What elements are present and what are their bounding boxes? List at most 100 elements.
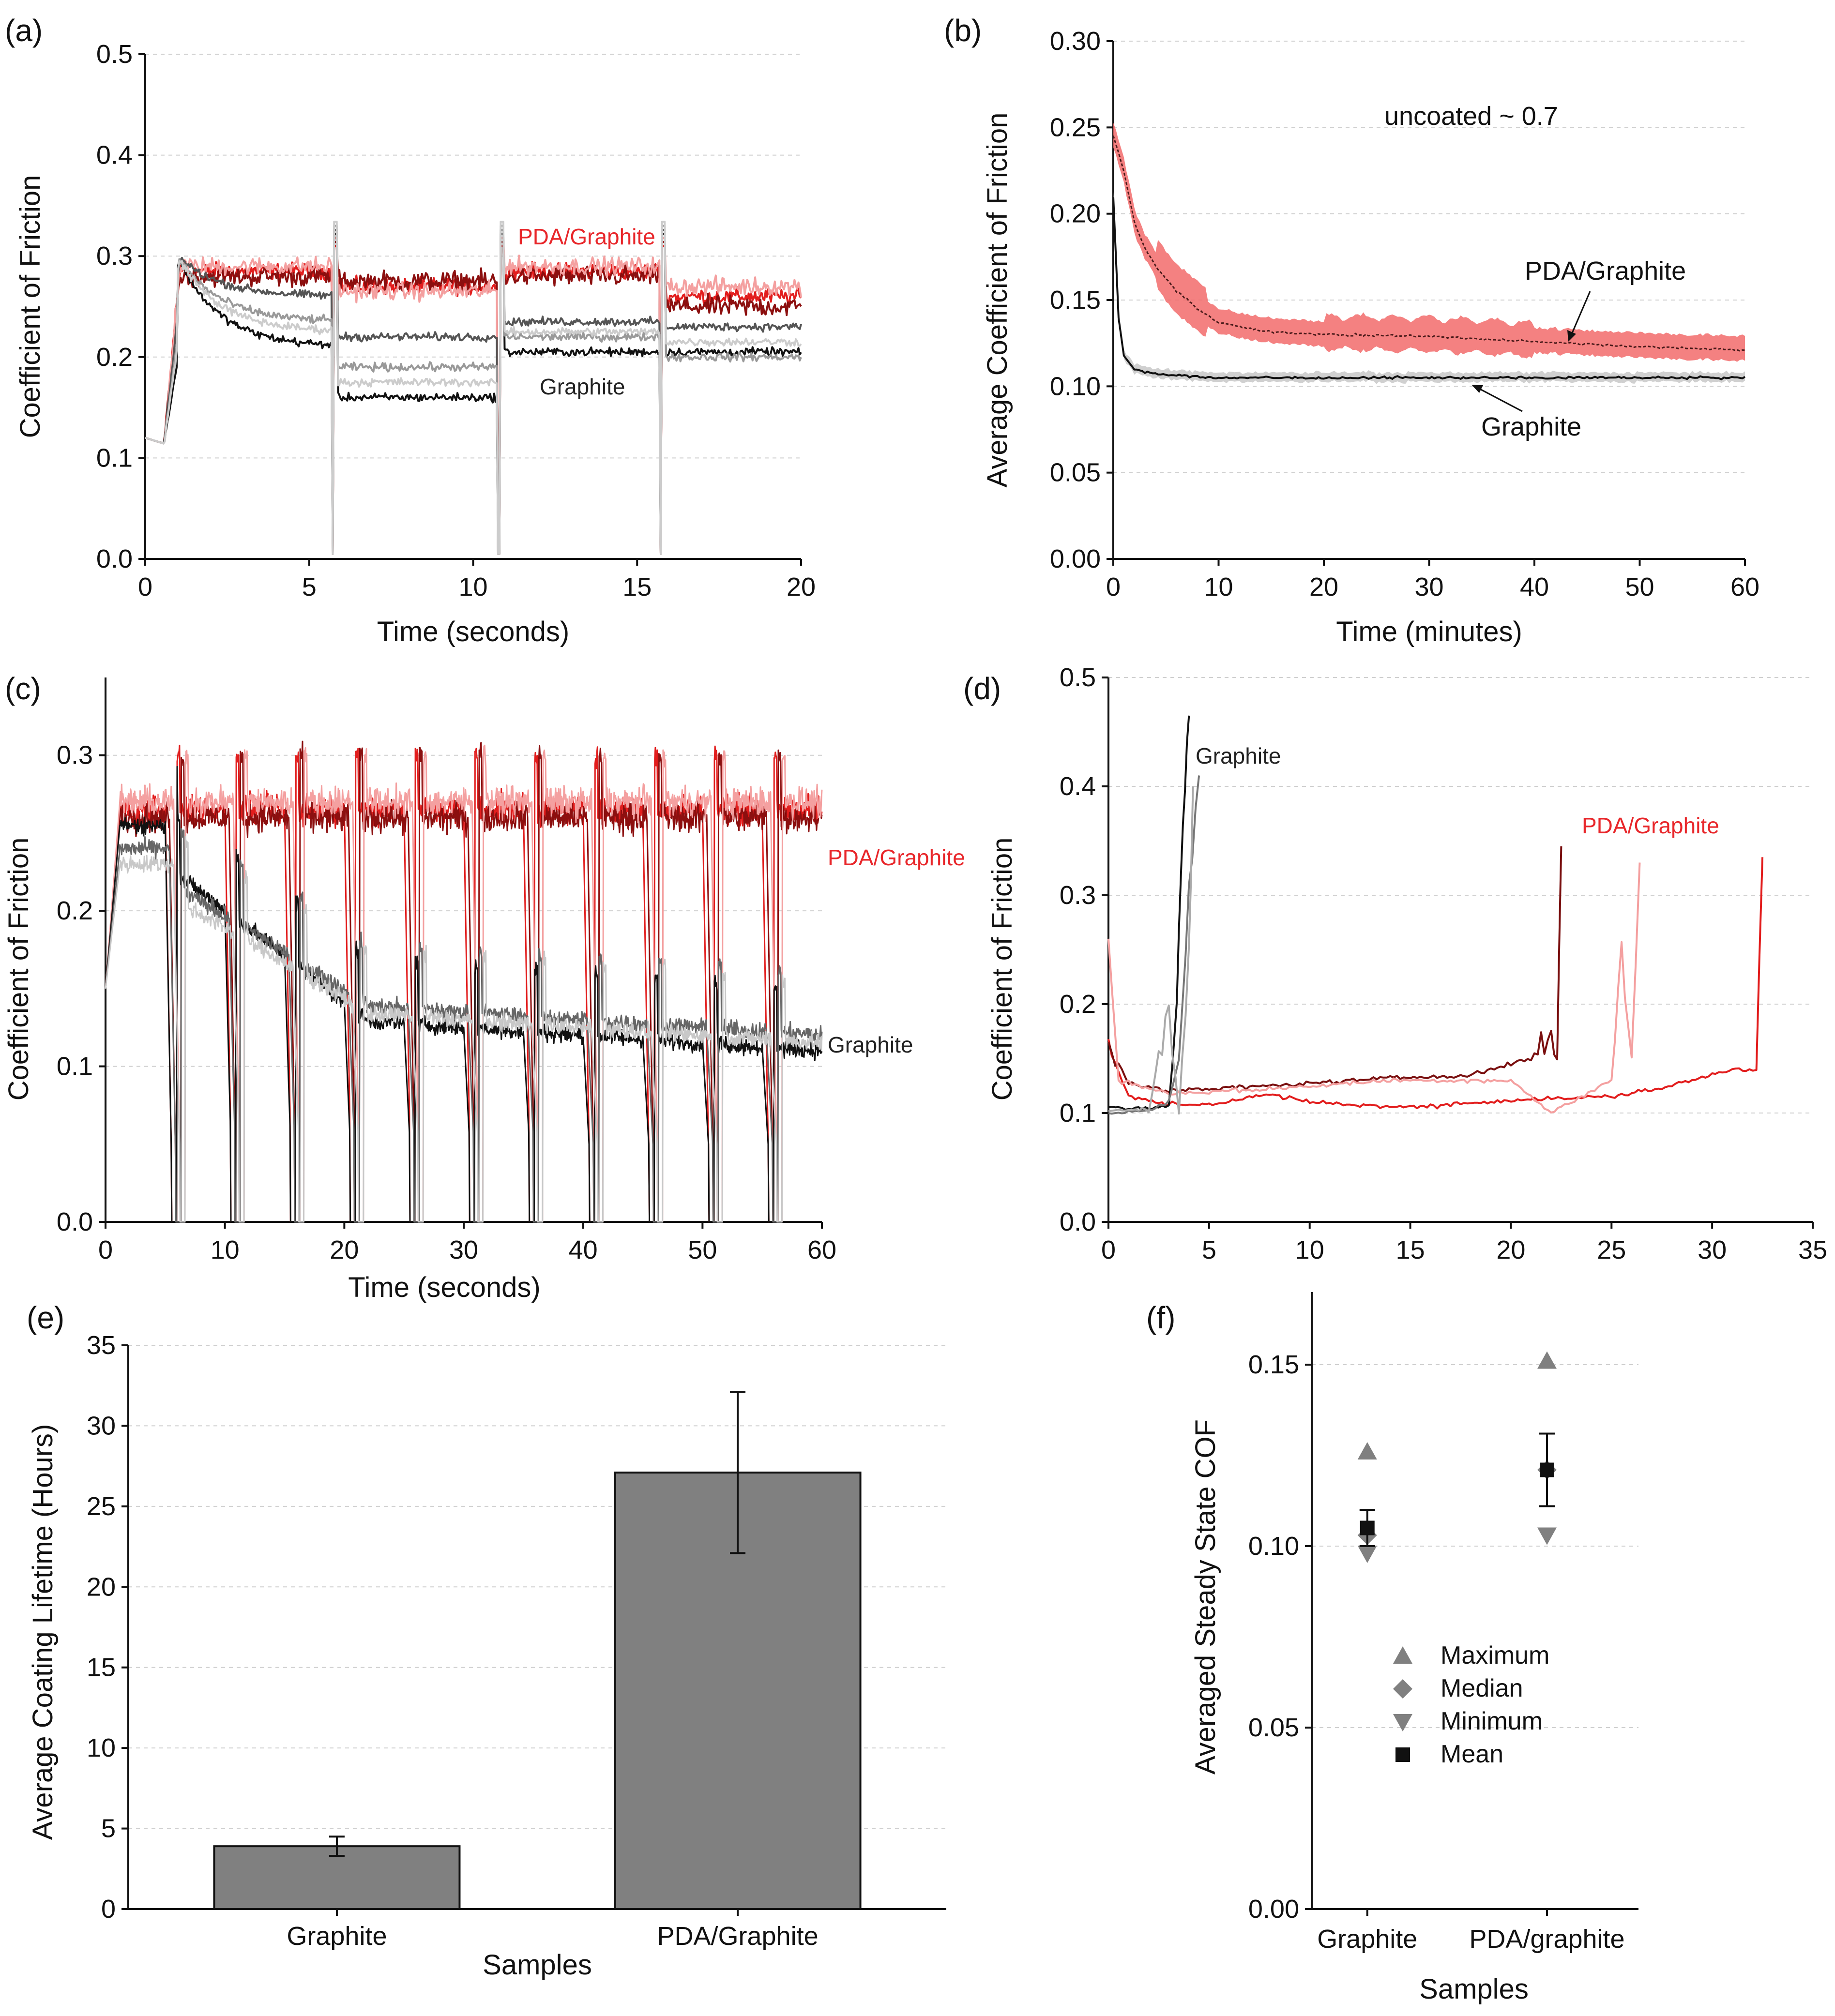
y-tick-label: 0.5: [1060, 663, 1096, 692]
x-tick-label: 20: [1496, 1235, 1525, 1264]
panel-b: (b) 0.00 0.05 0.10 0.15 0.20 0.25 0.30 0 10 20 30 40…: [944, 13, 1759, 647]
series-line: [1112, 135, 1745, 352]
y-tick-label: 0.00: [1050, 544, 1101, 573]
y-tick-label: 0.0: [57, 1207, 93, 1236]
legend-label-maximum: Maximum: [1441, 1641, 1549, 1670]
x-tick-label: 20: [787, 572, 816, 602]
marker-mean: [1540, 1462, 1554, 1477]
y-axis-title: Averaged Steady State COF: [1190, 1419, 1221, 1775]
legend-marker-minimum: [1393, 1714, 1412, 1731]
x-axis-title: Time (seconds): [348, 1272, 541, 1303]
panel-e: (e) 0 5 10 15 20 25 30 35 Graphite PDA/Graphite Ave…: [27, 1300, 946, 1981]
x-tick-label: 0: [138, 572, 152, 602]
annotation-uncoated: uncoated ~ 0.7: [1384, 102, 1558, 131]
series-line: [145, 221, 802, 555]
x-tick-label: 0: [1101, 1235, 1116, 1264]
y-tick-label: 0.0: [1060, 1207, 1096, 1236]
y-axis-title: Coefficient of Friction: [3, 838, 34, 1101]
legend-marker-median: [1393, 1679, 1412, 1699]
y-tick-label: 0: [101, 1895, 116, 1924]
x-tick-label: 40: [569, 1235, 598, 1264]
x-axis-title: Samples: [1419, 1973, 1529, 2005]
y-tick-label: 35: [87, 1331, 116, 1360]
x-tick-label: 25: [1597, 1235, 1626, 1264]
y-tick-label: 0.1: [1060, 1098, 1096, 1128]
legend-marker-maximum: [1393, 1646, 1412, 1664]
x-tick-label: 5: [302, 572, 317, 602]
annotation-graphite: Graphite: [1196, 743, 1281, 768]
series-line: [145, 229, 802, 555]
y-tick-label: 0.3: [1060, 881, 1096, 910]
y-tick-label: 5: [101, 1814, 116, 1843]
marker-minimum: [1537, 1527, 1557, 1545]
marker-minimum: [1357, 1546, 1377, 1563]
x-tick-label: 30: [1414, 572, 1443, 602]
y-tick-label: 0.05: [1050, 458, 1101, 487]
arrow-pda-line: [1570, 291, 1591, 337]
arrow-pda-head: [1567, 330, 1576, 342]
x-tick-label: 40: [1520, 572, 1549, 602]
y-tick-label: 0.1: [57, 1052, 93, 1081]
marker-maximum: [1537, 1351, 1557, 1369]
x-axis-title: Time (minutes): [1336, 616, 1522, 647]
y-axis-title: Coefficient of Friction: [986, 838, 1018, 1101]
y-tick-label: 10: [87, 1733, 116, 1762]
x-tick-label: 60: [1730, 572, 1759, 602]
y-tick-label: 0.05: [1248, 1713, 1299, 1742]
x-tick-label: 15: [1396, 1235, 1425, 1264]
y-tick-label: 15: [87, 1653, 116, 1682]
x-tick-label: 5: [1202, 1235, 1216, 1264]
annotation-graphite: Graphite: [540, 374, 625, 399]
y-tick-label: 30: [87, 1411, 116, 1440]
annotation-pda-graphite: PDA/Graphite: [518, 224, 655, 249]
x-tick-label: PDA/graphite: [1469, 1925, 1624, 1954]
panel-e-label: (e): [27, 1300, 64, 1335]
series-line: [1107, 857, 1764, 1110]
annotation-pda-graphite: PDA/Graphite: [1582, 813, 1719, 838]
series-line: [105, 836, 823, 1223]
x-tick-label: 50: [1625, 572, 1654, 602]
panel-c-label: (c): [5, 671, 41, 706]
series-line: [1112, 197, 1745, 381]
y-tick-label: 0.10: [1248, 1532, 1299, 1561]
x-tick-label: 20: [330, 1235, 359, 1264]
arrow-graphite-line: [1476, 386, 1523, 412]
legend-label-median: Median: [1441, 1674, 1523, 1702]
marker-mean: [1360, 1520, 1375, 1535]
annotation-graphite: Graphite: [828, 1032, 913, 1057]
x-tick-label: 35: [1798, 1235, 1827, 1264]
y-axis-title: Average Coating Lifetime (Hours): [27, 1424, 59, 1840]
x-tick-label: 30: [449, 1235, 478, 1264]
legend-label-minimum: Minimum: [1441, 1707, 1543, 1735]
series-line: [145, 237, 802, 555]
panel-c: (c) 0.0 0.1 0.2 0.3 0 10 20 30 40 50 60 Coefficient …: [3, 671, 965, 1303]
series-line: [105, 740, 823, 1223]
arrow-graphite-head: [1471, 385, 1483, 393]
y-tick-label: 0.30: [1050, 27, 1101, 56]
x-axis-title: Time (seconds): [377, 616, 570, 647]
legend-marker-mean: [1395, 1747, 1410, 1762]
series-line: [1107, 862, 1641, 1113]
y-axis-title: Average Coefficient of Friction: [982, 113, 1013, 488]
y-tick-label: 20: [87, 1572, 116, 1601]
annotation-graphite: Graphite: [1481, 412, 1581, 441]
series-line: [105, 744, 823, 1223]
y-tick-label: 0.4: [96, 141, 133, 170]
x-tick-label: 50: [688, 1235, 717, 1264]
x-tick-label: 0: [98, 1235, 113, 1264]
y-tick-label: 0.3: [96, 241, 133, 271]
panel-d: (d) 0.0 0.1 0.2 0.3 0.4 0.5 0 5 10 15 20 25 30 35 Coeff…: [963, 663, 1827, 1264]
x-axis-title: Samples: [483, 1949, 592, 1981]
y-tick-label: 0.2: [96, 343, 133, 372]
y-tick-label: 0.4: [1060, 772, 1096, 801]
y-tick-label: 0.0: [96, 544, 133, 573]
y-tick-label: 0.00: [1248, 1895, 1299, 1924]
x-tick-label: PDA/Graphite: [657, 1922, 818, 1951]
x-tick-label: 10: [1204, 572, 1233, 602]
annotation-pda-graphite: PDA/Graphite: [1525, 256, 1686, 286]
x-tick-label: 60: [807, 1235, 836, 1264]
x-tick-label: 20: [1309, 572, 1338, 602]
y-tick-label: 0.15: [1050, 286, 1101, 315]
x-tick-label: 30: [1698, 1235, 1727, 1264]
